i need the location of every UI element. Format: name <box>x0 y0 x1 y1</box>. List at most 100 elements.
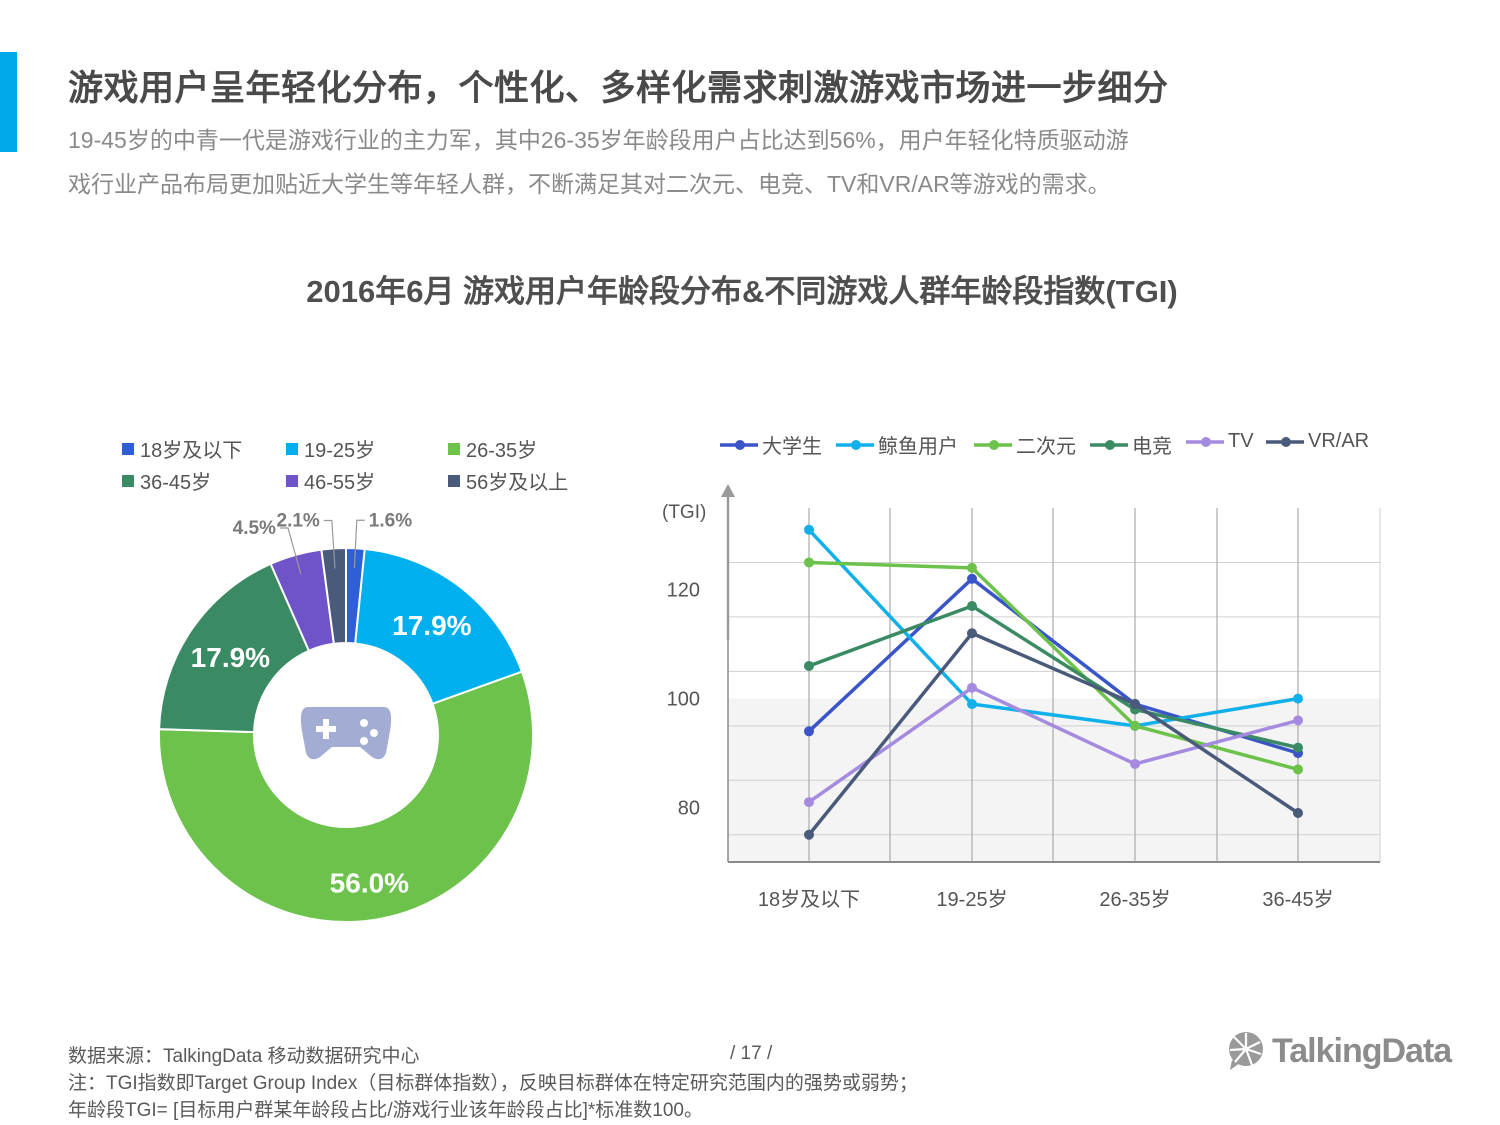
donut-slice-4 <box>269 548 336 653</box>
data-point <box>1293 764 1303 775</box>
data-point <box>804 524 814 535</box>
data-point <box>967 562 977 573</box>
donut-legend-item: 18岁及以下 <box>122 434 242 463</box>
accent-bar <box>0 52 17 152</box>
donut-label-3: 17.9% <box>191 642 270 673</box>
data-point <box>1130 758 1140 769</box>
data-point <box>1130 699 1140 710</box>
data-point <box>804 797 814 808</box>
footer-note-2: 年龄段TGI= [目标用户群某年龄段占比/游戏行业该年龄段占比]*标准数100。 <box>68 1100 703 1121</box>
data-point <box>1130 720 1140 731</box>
data-point <box>1293 715 1303 726</box>
data-point <box>804 557 814 568</box>
donut-label-5: 2.1% <box>277 510 320 531</box>
legend-label: 26-35岁 <box>466 440 538 462</box>
y-tick-label: 100 <box>667 689 700 711</box>
donut-legend-item: 36-45岁 <box>122 466 211 495</box>
legend-swatch <box>448 442 460 455</box>
donut-slice-2 <box>158 670 534 923</box>
series-line <box>808 560 1299 772</box>
line-legend-item: TV <box>1184 430 1254 453</box>
legend-label: 46-55岁 <box>304 472 376 494</box>
legend-label: 56岁及以上 <box>466 472 569 494</box>
data-point <box>967 628 977 639</box>
data-point <box>1130 704 1140 715</box>
line-legend-item: 大学生 <box>718 430 822 459</box>
donut-slice-5 <box>320 546 347 645</box>
legend-line-key <box>1266 436 1304 447</box>
legend-swatch <box>286 442 298 455</box>
page-subtitle: 19-45岁的中青一代是游戏行业的主力军，其中26-35岁年龄段用户占比达到56… <box>68 118 1248 206</box>
legend-label: 二次元 <box>1016 436 1076 458</box>
legend-swatch <box>122 442 134 455</box>
legend-swatch <box>448 474 460 487</box>
donut-slice-3 <box>158 562 311 734</box>
data-point <box>967 699 977 710</box>
y-axis-arrow <box>721 484 735 497</box>
series-line <box>808 604 1299 750</box>
x-tick-label: 19-25岁 <box>936 888 1007 911</box>
y-tick-label: 80 <box>678 798 700 820</box>
data-point <box>1293 742 1303 753</box>
series-line <box>807 577 1299 755</box>
plot-band <box>728 698 1380 862</box>
legend-swatch <box>286 474 298 487</box>
page-title: 游戏用户呈年轻化分布，个性化、多样化需求刺激游戏市场进一步细分 <box>68 69 1169 108</box>
series-line <box>807 631 1299 836</box>
legend-label: 电竞 <box>1132 436 1172 458</box>
data-point <box>804 829 814 840</box>
x-tick-label: 36-45岁 <box>1262 888 1333 911</box>
legend-label: 大学生 <box>762 436 822 458</box>
legend-line-key <box>720 439 758 450</box>
chart-title: 2016年6月 游戏用户年龄段分布&不同游戏人群年龄段指数(TGI) <box>306 274 1178 309</box>
footer-source: 数据来源：TalkingData 移动数据研究中心 <box>68 1046 420 1067</box>
data-point <box>1130 699 1140 710</box>
legend-line-key <box>974 439 1012 450</box>
legend-line-key <box>1090 439 1128 450</box>
x-tick-label: 18岁及以下 <box>758 888 860 911</box>
legend-label: 36-45岁 <box>140 472 212 494</box>
x-tick-label: 26-35岁 <box>1099 888 1170 911</box>
legend-label: 19-25岁 <box>304 440 376 462</box>
footer-notes: 数据来源：TalkingData 移动数据研究中心 注：TGI指数即Target… <box>68 1043 918 1124</box>
data-point <box>1293 693 1303 704</box>
legend-label: TV <box>1228 430 1254 452</box>
subtitle-line-2: 戏行业产品布局更加贴近大学生等年轻人群，不断满足其对二次元、电竞、TV和VR/A… <box>68 171 1111 197</box>
data-point <box>967 601 977 612</box>
data-point <box>1130 720 1140 731</box>
donut-callout-0 <box>353 519 365 569</box>
donut-label-0: 1.6% <box>369 510 412 531</box>
donut-legend-item: 19-25岁 <box>286 434 375 463</box>
donut-label-1: 17.9% <box>392 610 471 641</box>
legend-label: 鲸鱼用户 <box>878 436 958 458</box>
line-legend-item: 电竞 <box>1088 430 1172 459</box>
data-point <box>967 682 977 693</box>
page-number: / 17 / <box>730 1043 773 1064</box>
legend-label: 18岁及以下 <box>140 440 243 462</box>
legend-swatch <box>122 474 134 487</box>
legend-line-key <box>836 439 874 450</box>
data-point <box>804 660 814 671</box>
donut-legend-item: 26-35岁 <box>448 434 537 463</box>
footer-note-1: 注：TGI指数即Target Group Index（目标群体指数），反映目标群… <box>68 1073 918 1094</box>
donut-label-2: 56.0% <box>330 868 409 899</box>
donut-slice-0 <box>345 546 366 645</box>
data-point <box>804 726 814 737</box>
talkingdata-logo: TalkingData <box>1226 1030 1452 1072</box>
donut-legend-item: 56岁及以上 <box>448 466 568 495</box>
series-line <box>807 685 1299 804</box>
donut-callout-4 <box>279 527 302 575</box>
donut-slice-1 <box>354 547 524 706</box>
donut-legend-item: 46-55岁 <box>286 466 375 495</box>
donut-callout-5 <box>323 519 336 569</box>
talkingdata-logo-icon <box>1229 1032 1263 1070</box>
gamepad-icon <box>300 707 392 760</box>
y-tick-label: 120 <box>667 580 700 602</box>
y-axis-label: (TGI) <box>662 502 706 523</box>
line-legend-item: VR/AR <box>1264 430 1369 453</box>
series-line <box>807 528 1299 728</box>
data-point <box>967 573 977 584</box>
line-legend-item: 二次元 <box>972 430 1076 459</box>
data-point <box>1293 807 1303 818</box>
donut-label-4: 4.5% <box>233 518 276 539</box>
